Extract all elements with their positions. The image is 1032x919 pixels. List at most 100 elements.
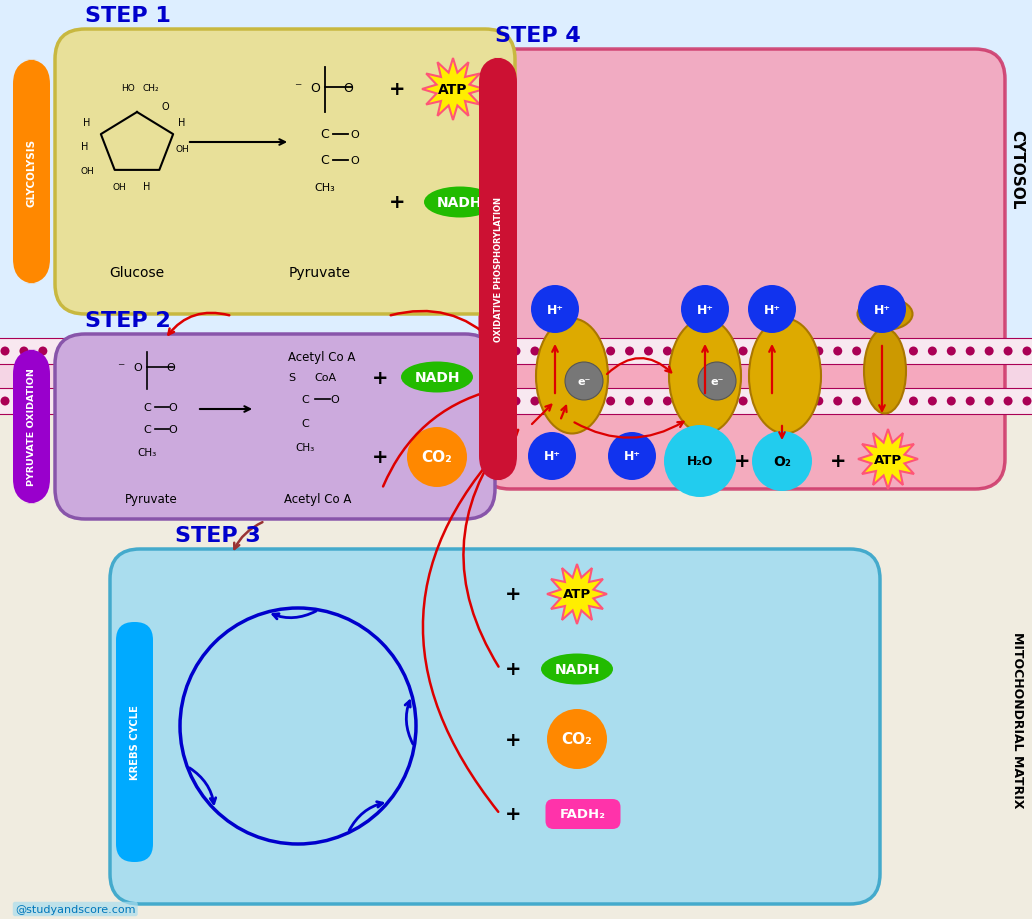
Circle shape <box>133 347 142 356</box>
Circle shape <box>625 347 634 356</box>
Circle shape <box>303 347 313 356</box>
Circle shape <box>569 397 577 406</box>
Circle shape <box>398 347 407 356</box>
Text: O: O <box>168 425 178 435</box>
Circle shape <box>285 347 293 356</box>
Text: MITOCHONDRIAL MATRIX: MITOCHONDRIAL MATRIX <box>1011 631 1025 807</box>
Text: NADH: NADH <box>438 196 483 210</box>
Circle shape <box>985 347 994 356</box>
Text: H⁺: H⁺ <box>873 303 891 316</box>
Text: GLYCOLYSIS: GLYCOLYSIS <box>27 138 36 207</box>
Circle shape <box>152 347 161 356</box>
Text: Acetyl Co A: Acetyl Co A <box>288 351 356 364</box>
Circle shape <box>698 363 736 401</box>
Circle shape <box>436 347 445 356</box>
Text: Glucose: Glucose <box>109 266 164 279</box>
Circle shape <box>748 286 796 334</box>
Text: C: C <box>321 129 329 142</box>
Polygon shape <box>547 564 607 624</box>
Text: O: O <box>343 82 353 95</box>
FancyBboxPatch shape <box>480 50 1005 490</box>
Circle shape <box>549 347 558 356</box>
Text: C: C <box>301 394 309 404</box>
Text: NADH: NADH <box>414 370 459 384</box>
Circle shape <box>966 397 974 406</box>
Text: OH: OH <box>80 167 94 176</box>
Circle shape <box>776 397 785 406</box>
Text: ⁻: ⁻ <box>294 81 301 95</box>
Circle shape <box>417 397 426 406</box>
Text: O: O <box>310 82 320 95</box>
Circle shape <box>966 347 974 356</box>
Text: +: + <box>505 584 521 604</box>
Circle shape <box>360 347 369 356</box>
Text: CH₃: CH₃ <box>137 448 157 458</box>
Text: C: C <box>143 403 151 413</box>
Text: +: + <box>505 730 521 749</box>
Circle shape <box>285 397 293 406</box>
Circle shape <box>20 397 29 406</box>
Text: NADH: NADH <box>554 663 600 676</box>
Circle shape <box>208 347 218 356</box>
Text: PYRUVATE OXIDATION: PYRUVATE OXIDATION <box>27 369 36 486</box>
Text: H⁺: H⁺ <box>544 450 560 463</box>
Circle shape <box>606 347 615 356</box>
Text: OH: OH <box>112 182 126 191</box>
Circle shape <box>492 397 502 406</box>
Circle shape <box>531 286 579 334</box>
Text: @studyandscore.com: @studyandscore.com <box>15 904 135 914</box>
Circle shape <box>265 347 275 356</box>
Text: H⁺: H⁺ <box>764 303 780 316</box>
Circle shape <box>322 397 331 406</box>
Text: e⁻: e⁻ <box>577 377 590 387</box>
Circle shape <box>512 347 520 356</box>
Text: O: O <box>166 363 175 372</box>
Text: ATP: ATP <box>874 453 902 466</box>
Ellipse shape <box>669 319 741 434</box>
Circle shape <box>1003 397 1012 406</box>
Circle shape <box>379 397 388 406</box>
Ellipse shape <box>424 187 496 218</box>
Circle shape <box>530 347 540 356</box>
Circle shape <box>739 347 747 356</box>
FancyBboxPatch shape <box>116 622 153 862</box>
Bar <box>0 340 1032 414</box>
Text: H₂O: H₂O <box>687 455 713 468</box>
Text: C: C <box>301 418 309 428</box>
Circle shape <box>701 347 710 356</box>
Circle shape <box>115 397 123 406</box>
Text: H⁺: H⁺ <box>623 450 641 463</box>
Circle shape <box>1023 347 1032 356</box>
Circle shape <box>152 397 161 406</box>
Circle shape <box>644 347 653 356</box>
Ellipse shape <box>864 329 906 414</box>
Circle shape <box>606 397 615 406</box>
Text: Acetyl Co A: Acetyl Co A <box>284 493 352 506</box>
Text: FADH₂: FADH₂ <box>560 808 606 821</box>
Circle shape <box>407 427 467 487</box>
Circle shape <box>38 347 47 356</box>
Circle shape <box>247 347 256 356</box>
Circle shape <box>814 347 824 356</box>
Text: O₂: O₂ <box>773 455 791 469</box>
Circle shape <box>474 397 483 406</box>
Circle shape <box>492 347 502 356</box>
Circle shape <box>909 347 917 356</box>
Bar <box>0 389 1032 414</box>
FancyBboxPatch shape <box>55 30 515 314</box>
Circle shape <box>909 397 917 406</box>
Circle shape <box>608 433 656 481</box>
Circle shape <box>871 397 880 406</box>
Circle shape <box>1023 397 1032 406</box>
Circle shape <box>379 347 388 356</box>
Text: O: O <box>133 363 142 372</box>
Circle shape <box>76 397 86 406</box>
Circle shape <box>928 347 937 356</box>
Circle shape <box>38 397 47 406</box>
Circle shape <box>322 347 331 356</box>
Ellipse shape <box>749 319 821 434</box>
Circle shape <box>547 709 607 769</box>
Text: O: O <box>161 102 169 112</box>
Circle shape <box>682 397 690 406</box>
Ellipse shape <box>541 653 613 685</box>
